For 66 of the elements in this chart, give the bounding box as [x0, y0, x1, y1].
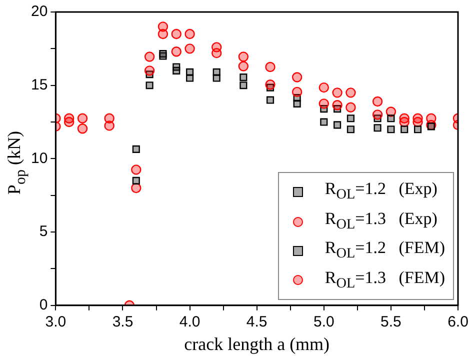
point	[131, 182, 142, 194]
legend-label: R$_{OL}$=1.2 (Exp)	[324, 178, 438, 205]
point	[346, 88, 356, 98]
point	[372, 96, 383, 107]
point	[318, 82, 329, 93]
x-tick-label: 4.5	[246, 314, 268, 331]
x-tick-label: 5.5	[380, 314, 402, 331]
point	[292, 72, 302, 82]
point	[132, 176, 140, 184]
point	[293, 100, 301, 108]
point	[77, 113, 88, 124]
point	[332, 88, 342, 98]
x-tick-label: 4.0	[179, 314, 200, 331]
point	[320, 118, 328, 126]
point	[387, 126, 395, 134]
point	[131, 164, 142, 175]
point	[171, 46, 182, 57]
point	[171, 28, 182, 40]
x-tick-label: 6.0	[448, 314, 468, 331]
point	[212, 48, 222, 58]
y-tick-label: 20	[30, 3, 48, 20]
point	[186, 74, 194, 82]
point	[184, 28, 195, 40]
point	[64, 116, 74, 128]
y-tick-label: 10	[30, 150, 48, 167]
point	[158, 28, 168, 40]
y-tick-label: 5	[39, 223, 48, 240]
point	[318, 98, 329, 109]
y-tick-label: 15	[30, 76, 48, 94]
point	[372, 110, 383, 120]
point	[400, 126, 408, 134]
point	[332, 100, 342, 110]
point	[346, 102, 356, 112]
point	[132, 145, 140, 153]
point	[334, 121, 342, 129]
x-axis-title: crack length a (mm)	[184, 334, 330, 354]
point	[240, 82, 248, 90]
point	[292, 86, 302, 98]
point	[346, 114, 354, 122]
x-tick-label: 5.0	[313, 314, 334, 331]
point	[238, 52, 249, 62]
point	[144, 52, 155, 62]
point	[238, 61, 249, 72]
point	[172, 66, 180, 74]
point	[427, 122, 435, 130]
point	[184, 44, 195, 54]
point	[265, 80, 276, 90]
x-tick-label: 3.0	[45, 314, 66, 331]
point	[146, 82, 154, 90]
point	[265, 62, 276, 72]
legend-label: R$_{OL}$=1.3 (Exp)	[324, 208, 438, 234]
legend-label: R$_{OL}$=1.2 (FEM)	[324, 237, 445, 264]
point	[412, 116, 423, 128]
point	[240, 74, 248, 82]
legend-label: R$_{OL}$=1.3 (FEM)	[324, 266, 445, 293]
point	[387, 114, 395, 122]
point	[212, 74, 220, 82]
point	[414, 126, 422, 134]
point	[144, 66, 155, 76]
point	[104, 120, 114, 131]
point	[77, 124, 88, 134]
point	[346, 126, 354, 134]
y-tick-label: 0	[39, 296, 48, 314]
x-tick-label: 3.5	[112, 314, 134, 331]
point	[266, 96, 274, 104]
point	[374, 124, 382, 132]
